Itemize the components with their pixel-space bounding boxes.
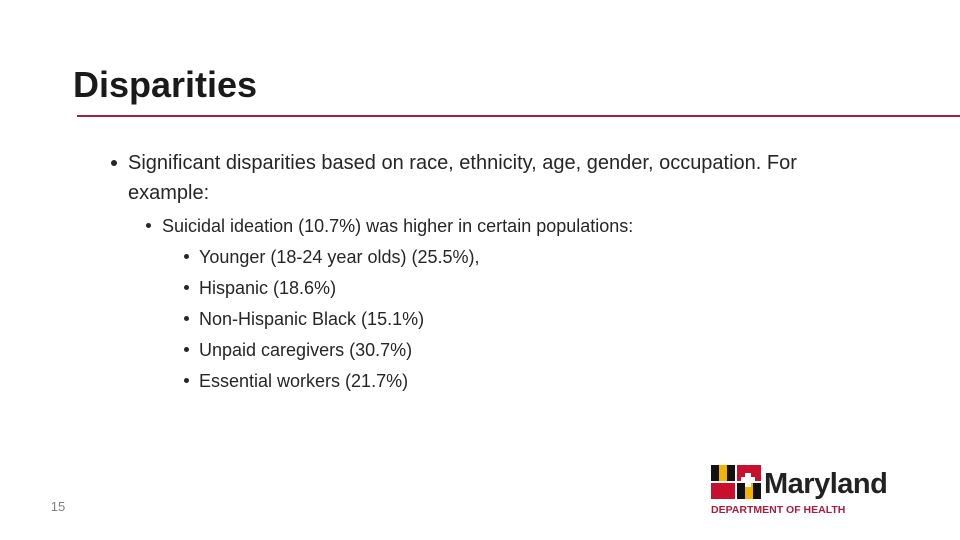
slide-title: Disparities (73, 64, 258, 105)
logo-flag (711, 465, 761, 499)
sub-sub-bullet: Non-Hispanic Black (15.1%) (183, 309, 425, 329)
page-number: 15 (50, 499, 66, 514)
logo-subtitle: DEPARTMENT OF HEALTH (711, 504, 846, 516)
sub-sub-bullet: Younger (18-24 year olds) (25.5%), (184, 247, 480, 267)
logo-name: Maryland (764, 468, 888, 500)
sub-sub-bullet: Hispanic (18.6%) (183, 278, 337, 298)
sub-bullet: Suicidal ideation (10.7%) was higher in … (145, 216, 634, 236)
bullet: Significant disparities based on race, e… (111, 148, 848, 208)
sub-sub-bullet: Essential workers (21.7%) (183, 371, 409, 391)
sub-sub-bullet: Unpaid caregivers (30.7%) (183, 340, 413, 360)
title-rule (77, 115, 960, 117)
